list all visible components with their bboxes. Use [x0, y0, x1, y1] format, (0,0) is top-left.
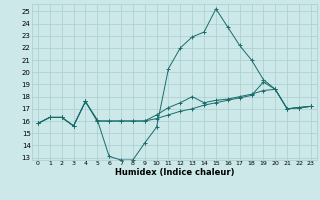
X-axis label: Humidex (Indice chaleur): Humidex (Indice chaleur)	[115, 168, 234, 177]
